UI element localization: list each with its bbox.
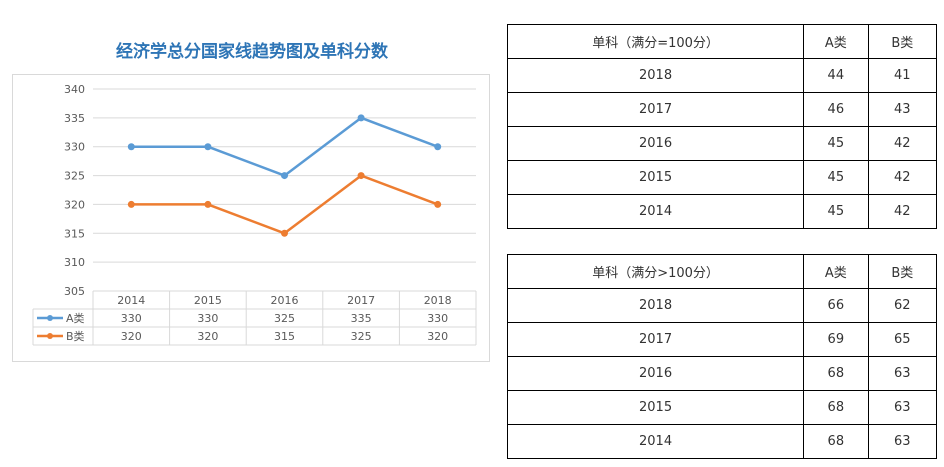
- table-row: 2015 68 63: [506, 390, 938, 425]
- y-tick-label: 335: [64, 112, 85, 125]
- legend-label: B类: [66, 329, 85, 343]
- b-score-cell: 63: [867, 390, 938, 425]
- a-score-cell: 66: [803, 288, 869, 323]
- data-table-value: 330: [427, 312, 448, 325]
- legend-key-marker: [47, 333, 53, 339]
- a-score-cell: 45: [803, 194, 869, 229]
- data-point: [434, 200, 442, 208]
- a-score-cell: 68: [803, 424, 869, 459]
- a-score-cell: 44: [803, 58, 869, 93]
- data-table-value: 320: [197, 330, 218, 343]
- data-table-value: 325: [274, 312, 295, 325]
- y-tick-label: 320: [64, 198, 85, 211]
- year-cell: 2017: [506, 322, 805, 357]
- legend-label: A类: [66, 311, 85, 325]
- table-row: 2014 45 42: [506, 194, 938, 229]
- year-cell: 2015: [506, 390, 805, 425]
- y-tick-label: 340: [64, 83, 85, 96]
- data-point: [357, 114, 365, 122]
- year-cell: 2016: [506, 126, 805, 161]
- table-row: 2018 44 41: [506, 58, 938, 93]
- b-score-cell: 42: [867, 194, 938, 229]
- b-score-cell: 41: [867, 58, 938, 93]
- data-table-value: 330: [121, 312, 142, 325]
- header-cell-b: B类: [867, 24, 938, 59]
- x-tick-label: 2018: [424, 294, 452, 307]
- b-score-cell: 43: [867, 92, 938, 127]
- x-tick-label: 2016: [271, 294, 299, 307]
- year-cell: 2017: [506, 92, 805, 127]
- table-row: 2018 66 62: [506, 288, 938, 323]
- x-tick-label: 2015: [194, 294, 222, 307]
- data-table-value: 325: [351, 330, 372, 343]
- table-row: 2014 68 63: [506, 424, 938, 459]
- a-score-cell: 68: [803, 390, 869, 425]
- year-cell: 2018: [506, 288, 805, 323]
- data-table-value: 320: [121, 330, 142, 343]
- table-header-row: 单科（满分>100分） A类 B类: [506, 254, 938, 289]
- data-point: [434, 143, 442, 151]
- data-table-value: 320: [427, 330, 448, 343]
- a-score-cell: 69: [803, 322, 869, 357]
- line-chart: 340 335 330 325 320 315 310 305 2014 2015 2016 2017…: [32, 83, 477, 346]
- year-cell: 2018: [506, 58, 805, 93]
- header-cell-a: A类: [803, 24, 869, 59]
- a-score-cell: 45: [803, 126, 869, 161]
- header-cell-subject: 单科（满分=100分）: [506, 24, 805, 59]
- table-row: 2015 45 42: [506, 160, 938, 195]
- x-tick-label: 2017: [347, 294, 375, 307]
- single-subject-table-100: 单科（满分=100分） A类 B类 2018 44 41 2017 46 43 …: [506, 24, 938, 229]
- data-point: [357, 172, 365, 180]
- data-point: [281, 229, 288, 237]
- b-score-cell: 42: [867, 160, 938, 195]
- a-score-cell: 45: [803, 160, 869, 195]
- year-cell: 2015: [506, 160, 805, 195]
- a-score-cell: 68: [803, 356, 869, 391]
- y-tick-label: 315: [64, 227, 85, 240]
- header-cell-a: A类: [803, 254, 869, 289]
- table-row: 2017 69 65: [506, 322, 938, 357]
- y-tick-label: 310: [64, 256, 85, 269]
- legend-key-marker: [47, 315, 53, 321]
- table-row: 2016 68 63: [506, 356, 938, 391]
- table-header-row: 单科（满分=100分） A类 B类: [506, 24, 938, 59]
- year-cell: 2014: [506, 194, 805, 229]
- year-cell: 2016: [506, 356, 805, 391]
- data-point: [204, 143, 212, 151]
- data-table-value: 335: [351, 312, 372, 325]
- a-score-cell: 46: [803, 92, 869, 127]
- y-tick-label: 305: [64, 285, 85, 298]
- x-tick-label: 2014: [117, 294, 145, 307]
- table-row: 2017 46 43: [506, 92, 938, 127]
- header-cell-b: B类: [867, 254, 938, 289]
- b-score-cell: 42: [867, 126, 938, 161]
- y-tick-label: 330: [64, 141, 85, 154]
- b-score-cell: 62: [867, 288, 938, 323]
- chart-frame: 340 335 330 325 320 315 310 305 2014 2015 2016 2017…: [12, 74, 490, 362]
- table-row: 2016 45 42: [506, 126, 938, 161]
- header-cell-subject: 单科（满分>100分）: [506, 254, 805, 289]
- year-cell: 2014: [506, 424, 805, 459]
- data-table-value: 315: [274, 330, 295, 343]
- single-subject-table-over-100: 单科（满分>100分） A类 B类 2018 66 62 2017 69 65 …: [506, 254, 938, 459]
- data-table-value: 330: [197, 312, 218, 325]
- data-point: [281, 172, 288, 180]
- b-score-cell: 65: [867, 322, 938, 357]
- data-point: [204, 200, 212, 208]
- b-score-cell: 63: [867, 424, 938, 459]
- data-point: [127, 143, 135, 151]
- chart-title: 经济学总分国家线趋势图及单科分数: [116, 42, 388, 62]
- data-point: [127, 200, 135, 208]
- y-tick-label: 325: [64, 170, 85, 183]
- b-score-cell: 63: [867, 356, 938, 391]
